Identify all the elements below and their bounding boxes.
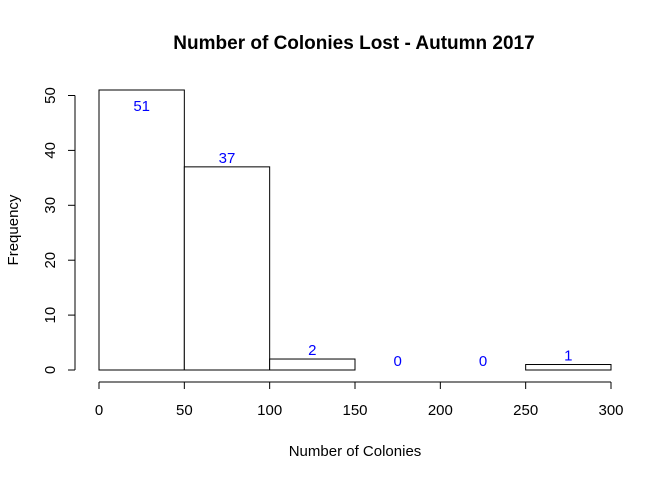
y-tick-label: 10 — [42, 307, 59, 324]
histogram-bar — [98, 89, 185, 371]
histogram-bar — [525, 364, 612, 371]
bar-count-label: 0 — [479, 353, 487, 370]
x-tick-label: 250 — [513, 402, 538, 419]
x-axis-label: Number of Colonies — [289, 443, 422, 460]
x-tick-label: 300 — [598, 402, 623, 419]
chart-title: Number of Colonies Lost - Autumn 2017 — [173, 33, 534, 54]
bar-count-label: 2 — [308, 342, 316, 359]
bars-group — [98, 89, 612, 371]
x-tick-label: 50 — [176, 402, 193, 419]
y-axis-label: Frequency — [5, 194, 22, 265]
x-tick-label: 0 — [95, 402, 103, 419]
histogram-bar — [269, 358, 356, 371]
y-axis: 0 10 20 30 40 50 — [42, 87, 76, 374]
x-tick-label: 150 — [342, 402, 367, 419]
y-tick-label: 40 — [42, 142, 59, 159]
y-tick-label: 50 — [42, 87, 59, 104]
x-tick-label: 200 — [428, 402, 453, 419]
data-labels-group: 51 37 2 0 0 1 — [133, 98, 572, 370]
histogram-bar — [183, 166, 271, 371]
y-tick-label: 30 — [42, 197, 59, 214]
bar-count-label: 51 — [133, 98, 150, 115]
x-axis: 0 50 100 150 200 250 300 — [95, 381, 624, 419]
y-tick-label: 20 — [42, 252, 59, 269]
x-tick-label: 100 — [257, 402, 282, 419]
bar-count-label: 0 — [393, 353, 401, 370]
bar-count-label: 37 — [219, 150, 236, 167]
y-tick-label: 0 — [42, 366, 59, 374]
bar-count-label: 1 — [564, 348, 572, 365]
